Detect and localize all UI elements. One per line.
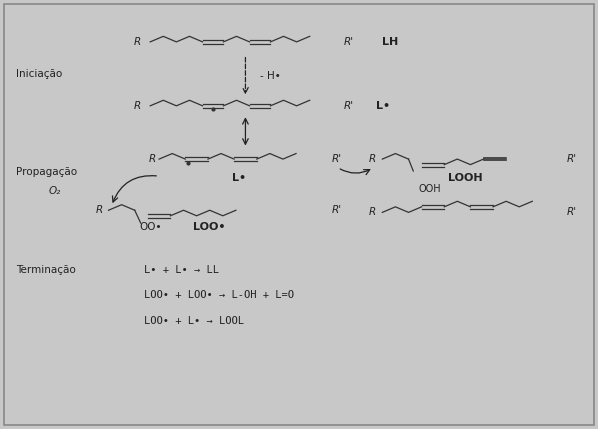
Text: Iniciação: Iniciação xyxy=(16,69,63,79)
Text: R: R xyxy=(369,207,376,218)
Text: OO•: OO• xyxy=(139,222,161,232)
Text: - H•: - H• xyxy=(260,71,281,81)
Text: R': R' xyxy=(344,101,354,111)
Text: L•: L• xyxy=(376,101,390,111)
Text: R': R' xyxy=(567,207,577,218)
FancyBboxPatch shape xyxy=(4,3,594,426)
Text: Propagação: Propagação xyxy=(16,167,77,177)
Text: L•: L• xyxy=(233,173,246,183)
Text: LOOH: LOOH xyxy=(448,173,483,183)
Text: R: R xyxy=(134,101,141,111)
Text: R': R' xyxy=(332,205,342,215)
Text: O₂: O₂ xyxy=(48,186,61,196)
Text: R: R xyxy=(369,154,376,164)
Text: R': R' xyxy=(567,154,577,164)
Text: Terminação: Terminação xyxy=(16,265,76,275)
Text: LOO• + LOO• → L-OH + L=O: LOO• + LOO• → L-OH + L=O xyxy=(144,290,294,300)
Text: R: R xyxy=(134,37,141,47)
Text: LOO• + L• → LOOL: LOO• + L• → LOOL xyxy=(144,316,244,326)
Text: R': R' xyxy=(344,37,354,47)
Text: L• + L• → LL: L• + L• → LL xyxy=(144,265,219,275)
Text: LOO•: LOO• xyxy=(194,222,226,232)
Text: R: R xyxy=(95,205,103,215)
Text: LH: LH xyxy=(382,37,399,47)
Text: R: R xyxy=(149,154,156,164)
Text: R': R' xyxy=(332,154,342,164)
Text: OOH: OOH xyxy=(419,184,441,194)
